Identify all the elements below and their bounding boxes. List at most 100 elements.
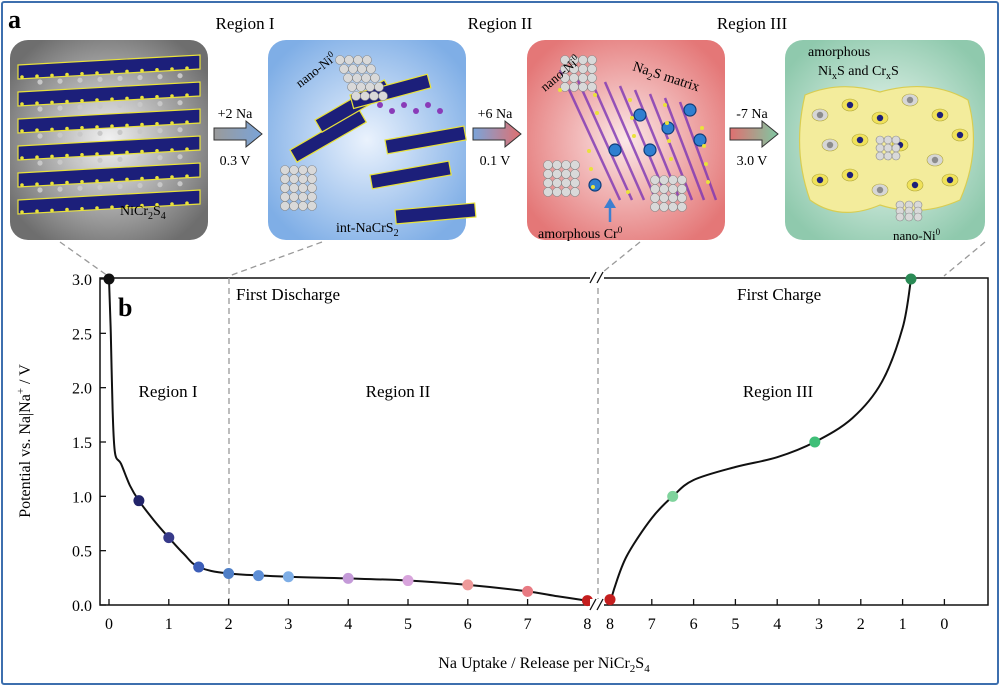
sulfur-atom	[35, 182, 39, 186]
sulfur-atom	[80, 180, 84, 184]
nickel-atom	[97, 157, 103, 163]
x-tick-label-charge: 1	[899, 616, 907, 633]
sulfur-atom	[140, 149, 144, 154]
nickel-atom	[157, 182, 163, 188]
particle-core	[956, 131, 964, 139]
matrix-strand	[663, 97, 706, 201]
particle-core	[816, 111, 824, 119]
first-discharge-label: First Discharge	[236, 285, 340, 304]
nickel-atom	[117, 156, 123, 162]
ni-atom	[677, 202, 687, 212]
sulfur-atom	[50, 208, 54, 213]
ni-atom	[587, 82, 597, 92]
nickel-atom	[97, 184, 103, 190]
axis-break-bottom	[589, 598, 604, 611]
ni-atom	[904, 212, 914, 222]
nickel-atom	[57, 132, 63, 138]
particle-core	[936, 111, 944, 119]
sulfur-atom	[50, 100, 54, 105]
octahedral-layer	[17, 81, 201, 107]
sulfur-atom	[125, 69, 129, 74]
x-tick-label-discharge: 3	[284, 616, 292, 633]
octahedral-layer	[17, 162, 201, 188]
sodium-atom	[425, 102, 431, 108]
sulfur-atom	[170, 202, 174, 206]
sodium-atom	[401, 102, 407, 108]
discharge-data-point	[193, 561, 205, 573]
particle-core	[846, 101, 854, 109]
cr-atom	[693, 133, 707, 147]
sulfur-atom	[587, 149, 591, 153]
int-nacrs2-label: int-NaCrS2	[336, 221, 399, 239]
sulfur-atom	[95, 71, 99, 75]
y-tick-label: 3.0	[72, 272, 92, 289]
x-tick-label-discharge: 0	[105, 616, 113, 633]
sulfur-atom	[628, 98, 632, 102]
nickel-atom	[117, 183, 123, 189]
matrix-strand	[678, 101, 718, 201]
y-tick-label: 0.0	[72, 598, 92, 615]
nickel-atom	[137, 128, 143, 135]
sulfur-atom	[50, 127, 54, 132]
sodium-atom	[389, 108, 395, 114]
particle-core	[816, 176, 824, 184]
sulfur-atom	[589, 167, 593, 171]
arrow-2: +6 Na 0.1 V	[472, 107, 522, 169]
nickel-atom	[157, 74, 163, 80]
sodium-atom	[437, 108, 443, 114]
sulfur-atom	[170, 121, 174, 125]
discharge-data-point	[103, 273, 115, 285]
discharge-data-point	[402, 575, 414, 587]
nickel-atom	[97, 76, 103, 82]
sulfur-atom	[80, 207, 84, 211]
region-3-title: Region III	[717, 14, 788, 33]
region-3-plot-label: Region III	[743, 382, 814, 401]
sulfur-atom	[95, 179, 99, 183]
sulfur-atom	[20, 102, 24, 106]
structure-nicr2s4-image: NiCr2S4	[10, 40, 208, 240]
sulfur-atom	[155, 122, 159, 126]
sulfur-atom	[155, 203, 159, 207]
ni-atom	[913, 212, 923, 222]
sulfur-atom	[170, 148, 174, 152]
cr-atom	[643, 143, 657, 157]
nickel-atom	[137, 182, 143, 189]
particle-core	[876, 186, 884, 194]
charge-data-point	[809, 436, 821, 448]
slab	[394, 202, 477, 225]
nickel-atom	[97, 130, 103, 136]
nickel-atom	[77, 158, 83, 164]
arrow-3: -7 Na 3.0 V	[729, 107, 779, 169]
ni-atom	[362, 55, 372, 65]
ni-atom	[307, 201, 317, 211]
sulfur-atom	[706, 180, 710, 184]
sulfur-atom	[35, 155, 39, 159]
matrix-strand	[603, 81, 658, 201]
slab	[384, 125, 467, 155]
sulfur-atom	[65, 153, 69, 158]
arrow-1: +2 Na 0.3 V	[213, 107, 263, 169]
sulfur-atom	[80, 99, 84, 103]
sulfur-atom	[20, 183, 24, 187]
particle-core	[906, 96, 914, 104]
sulfur-atom	[125, 177, 129, 182]
sulfur-atom	[626, 190, 630, 194]
cr-atom	[608, 143, 622, 157]
sulfur-atom	[95, 125, 99, 129]
nicr2s4-label: NiCr2S4	[120, 204, 166, 222]
sulfur-atom	[110, 178, 114, 182]
nickel-atom	[77, 185, 83, 191]
octahedral-layer	[17, 189, 201, 215]
sulfur-atom	[185, 93, 189, 97]
sulfur-atom	[110, 70, 114, 74]
sulfur-atom	[140, 68, 144, 73]
y-tick-label: 1.5	[72, 435, 92, 452]
nickel-atom	[177, 181, 183, 187]
sulfur-atom	[595, 111, 599, 115]
axis-break-top	[589, 271, 604, 284]
sulfur-atom	[35, 209, 39, 213]
nickel-atom	[97, 103, 103, 109]
